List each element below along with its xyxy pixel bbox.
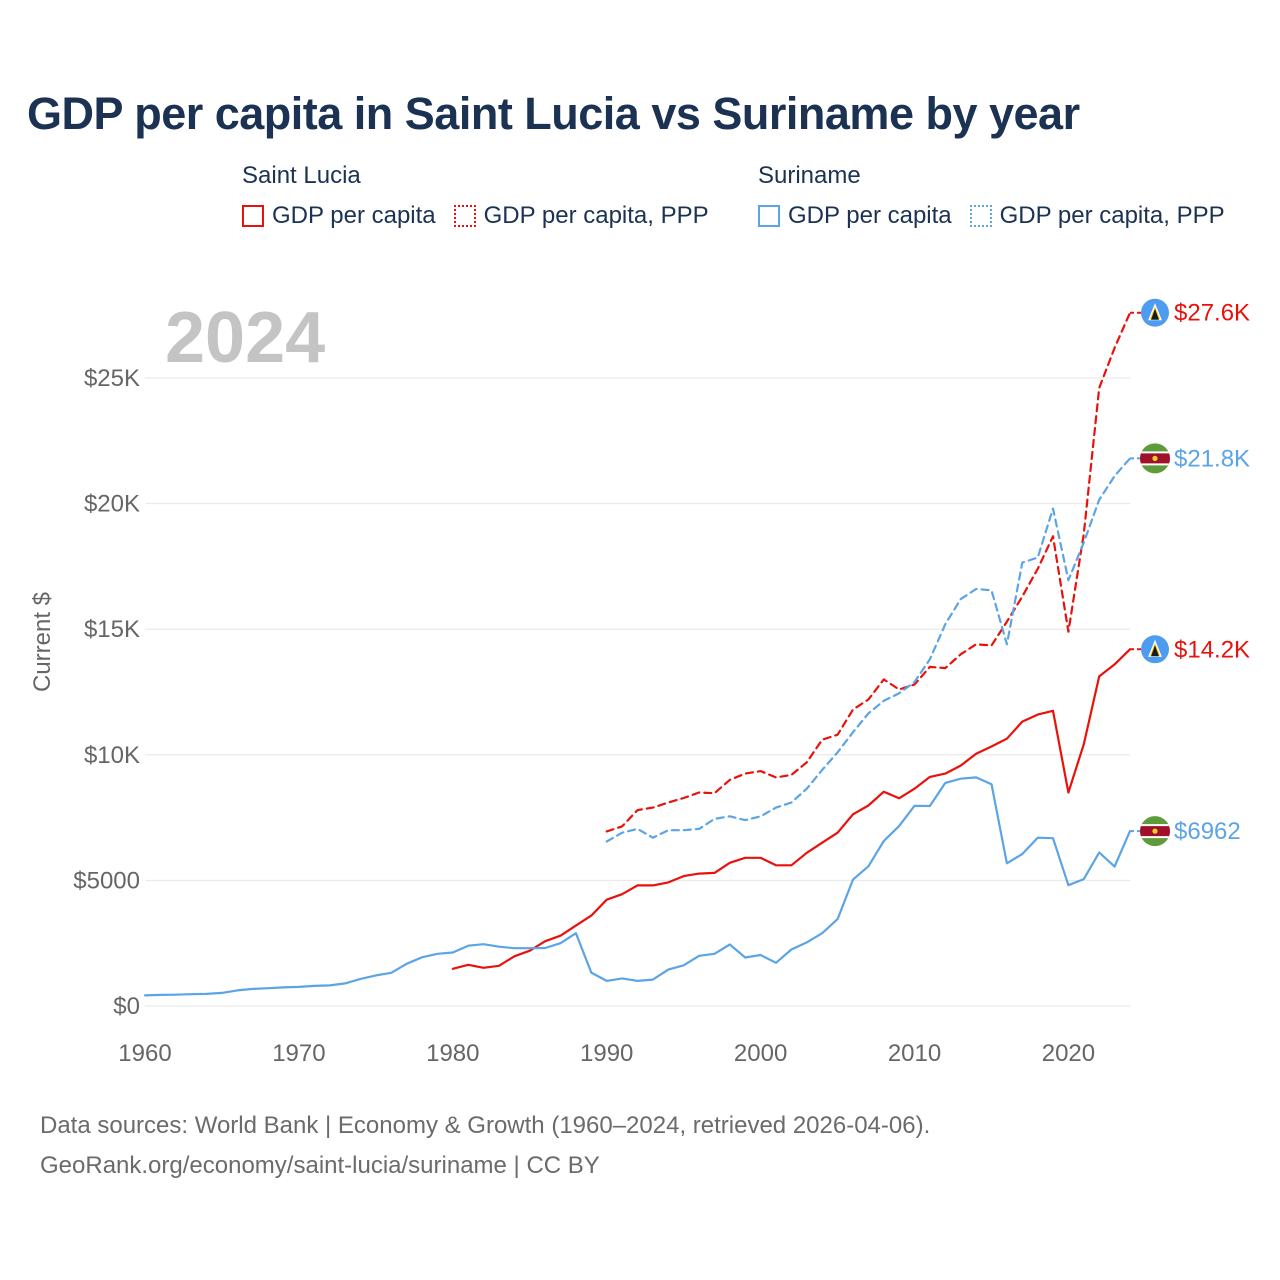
legend-label: GDP per capita — [272, 202, 436, 229]
y-axis-ticks: $0 $5000 $10K $15K $20K $25K — [73, 365, 140, 1020]
legend-group-saint-lucia: Saint Lucia GDP per capita GDP per capit… — [242, 162, 727, 230]
y-tick-label: $15K — [84, 616, 140, 643]
x-axis-ticks: 1960 1970 1980 1990 2000 2010 2020 — [118, 1040, 1095, 1067]
flag-triangle-inner — [1151, 645, 1159, 657]
series-line-suriname-gdp-per-capita-ppp[interactable] — [605, 457, 1132, 843]
flag-star — [1152, 455, 1158, 461]
series-line-saint-lucia-gdp-per-capita[interactable] — [451, 648, 1132, 970]
end-value-label: $6962 — [1174, 818, 1241, 845]
legend-label: GDP per capita, PPP — [999, 202, 1225, 229]
y-tick-label: $5000 — [73, 867, 140, 894]
chart-title: GDP per capita in Saint Lucia vs Surinam… — [27, 88, 1080, 139]
end-value-label: $14.2K — [1174, 636, 1250, 663]
legend-item-saint-lucia-gdp-ppp[interactable]: GDP per capita, PPP — [453, 202, 709, 230]
end-value-label: $27.6K — [1174, 300, 1250, 327]
end-labels: $14.2K $27.6K $6962 $21.8K — [1140, 298, 1250, 847]
footer: Data sources: World Bank | Economy & Gro… — [40, 1106, 930, 1186]
legend-swatch-dotted — [453, 205, 476, 227]
x-tick-label: 2000 — [734, 1040, 787, 1067]
y-tick-label: $25K — [84, 365, 140, 392]
x-tick-label: 1960 — [118, 1040, 171, 1067]
year-watermark: 2024 — [165, 298, 325, 378]
x-tick-label: 2010 — [888, 1040, 941, 1067]
legend-group-suriname: Suriname GDP per capita GDP per capita, … — [758, 162, 1243, 230]
legend-swatch-solid — [242, 205, 264, 227]
suriname-flag-icon — [1140, 443, 1170, 474]
flag-star — [1152, 828, 1158, 834]
y-tick-label: $0 — [113, 993, 140, 1020]
attribution-link[interactable]: GeoRank.org/economy/saint-lucia/suriname… — [40, 1152, 600, 1179]
y-tick-label: $20K — [84, 491, 140, 518]
suriname-flag-icon — [1140, 816, 1170, 847]
flag-triangle-inner — [1151, 308, 1159, 320]
saint-lucia-flag-icon — [1141, 635, 1169, 664]
grid-lines — [145, 377, 1130, 1007]
series-lines — [143, 311, 1141, 997]
legend-item-suriname-gdp-ppp[interactable]: GDP per capita, PPP — [969, 202, 1225, 230]
series-line-suriname-gdp-per-capita[interactable] — [143, 776, 1132, 997]
x-tick-label: 2020 — [1042, 1040, 1095, 1067]
legend-swatch-dotted — [969, 205, 992, 227]
end-value-label: $21.8K — [1174, 445, 1250, 472]
saint-lucia-flag-icon — [1141, 298, 1169, 327]
y-tick-label: $10K — [84, 742, 140, 769]
legend-item-suriname-gdp[interactable]: GDP per capita — [758, 202, 952, 230]
x-tick-label: 1970 — [272, 1040, 325, 1067]
legend-group-title: Suriname — [758, 162, 861, 189]
legend-group-title: Saint Lucia — [242, 162, 361, 189]
y-axis-title: Current $ — [29, 592, 56, 692]
legend-swatch-solid — [758, 205, 780, 227]
legend-item-saint-lucia-gdp[interactable]: GDP per capita — [242, 202, 436, 230]
legend-label: GDP per capita, PPP — [483, 202, 709, 229]
legend-label: GDP per capita — [788, 202, 952, 229]
series-line-saint-lucia-gdp-per-capita-ppp[interactable] — [605, 311, 1132, 833]
x-tick-label: 1990 — [580, 1040, 633, 1067]
data-source-text: Data sources: World Bank | Economy & Gro… — [40, 1112, 931, 1139]
x-tick-label: 1980 — [426, 1040, 479, 1067]
